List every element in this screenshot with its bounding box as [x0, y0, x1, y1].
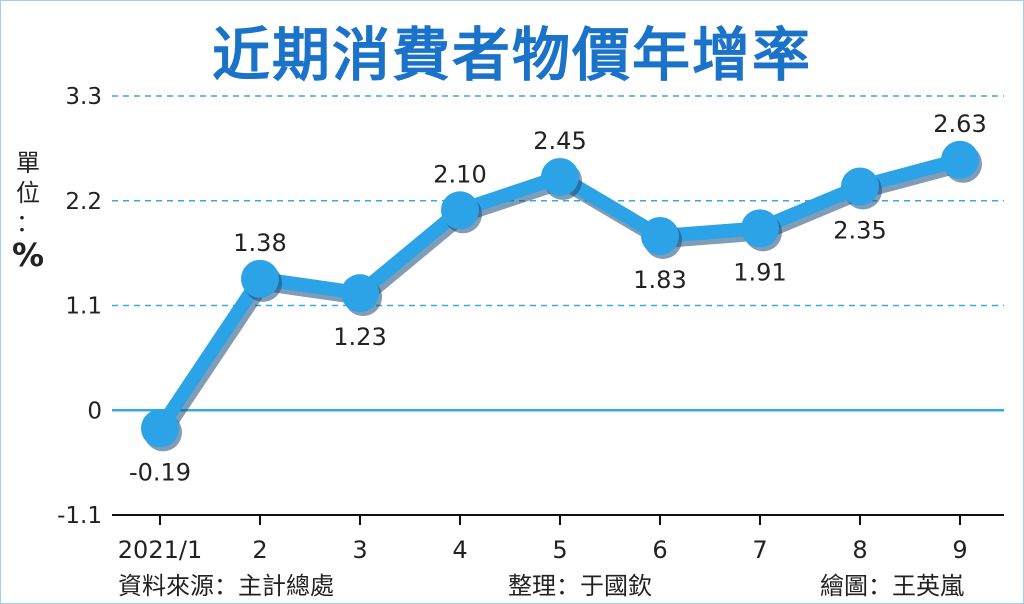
data-label: -0.19 [129, 458, 191, 486]
unit-percent: % [11, 236, 45, 274]
y-tick-label: -1.1 [57, 503, 102, 529]
data-point [441, 191, 479, 230]
footer-editor: 整理：于國欽 [508, 572, 652, 600]
footer-source: 資料來源：主計總處 [118, 572, 334, 600]
data-label: 1.91 [733, 258, 786, 286]
data-point [341, 274, 379, 313]
x-tick-label: 2 [252, 536, 267, 564]
data-label: 1.38 [233, 229, 286, 257]
x-tick-label: 8 [852, 536, 867, 564]
y-tick-label: 0 [87, 398, 102, 424]
data-label: 2.10 [433, 160, 486, 188]
chart-title: 近期消費者物價年增率 [211, 21, 812, 89]
data-point [941, 140, 979, 179]
unit-char-3: ： [16, 209, 40, 237]
unit-char-2: 位 [16, 179, 40, 207]
footer-artist: 繪圖：王英嵐 [820, 572, 964, 600]
data-label: 2.35 [833, 216, 886, 244]
data-point [141, 409, 179, 448]
x-tick-label: 5 [552, 536, 567, 564]
x-tick-label: 2021/1 [118, 536, 202, 564]
y-tick-label: 3.3 [65, 84, 102, 110]
x-tick-label: 7 [752, 536, 767, 564]
data-label: 2.45 [533, 127, 586, 155]
y-axis-unit-label: 單 位 ： % [8, 148, 48, 274]
data-label: 2.63 [933, 110, 986, 138]
unit-char-1: 單 [16, 149, 40, 177]
x-tick-label: 9 [952, 536, 967, 564]
x-tick-label: 6 [652, 536, 667, 564]
series-line-shadow [156, 156, 966, 437]
x-tick-label: 4 [452, 536, 467, 564]
y-tick-label: 1.1 [65, 294, 102, 320]
y-tick-label: 2.2 [65, 189, 102, 215]
data-point [841, 167, 879, 206]
data-label: 1.83 [633, 266, 686, 294]
x-tick-label: 3 [352, 536, 367, 564]
data-point [541, 157, 579, 196]
data-label: 1.23 [333, 323, 386, 351]
data-point [741, 209, 779, 248]
data-point [241, 259, 279, 298]
data-point [641, 216, 679, 255]
